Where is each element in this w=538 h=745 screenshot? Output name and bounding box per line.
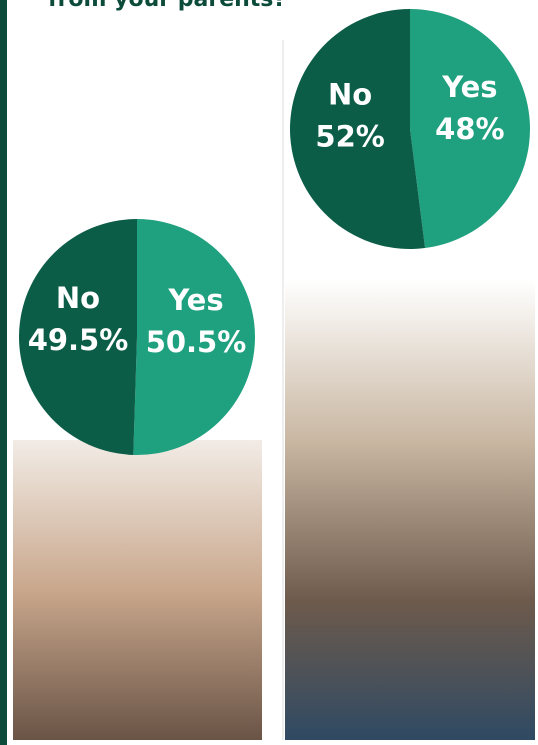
slice-value-label: 48% — [435, 112, 504, 146]
photo-right — [285, 280, 535, 740]
slice-category: No — [328, 77, 372, 111]
slice-value-label: 49.5% — [28, 323, 129, 357]
pie-slice — [290, 9, 426, 249]
photo-left — [13, 440, 262, 740]
slice-value-label: 50.5% — [146, 325, 247, 359]
pie-slice — [133, 219, 256, 455]
side-bar — [0, 0, 7, 745]
pie-slice — [410, 9, 531, 249]
slice-category: No — [56, 281, 100, 315]
pie-slice — [19, 219, 137, 455]
divider — [282, 40, 284, 740]
slice-category: Yes — [167, 283, 223, 317]
slice-category: Yes — [441, 70, 497, 104]
slice-value-label: 52% — [315, 119, 384, 153]
title: from your parents? — [48, 0, 286, 12]
